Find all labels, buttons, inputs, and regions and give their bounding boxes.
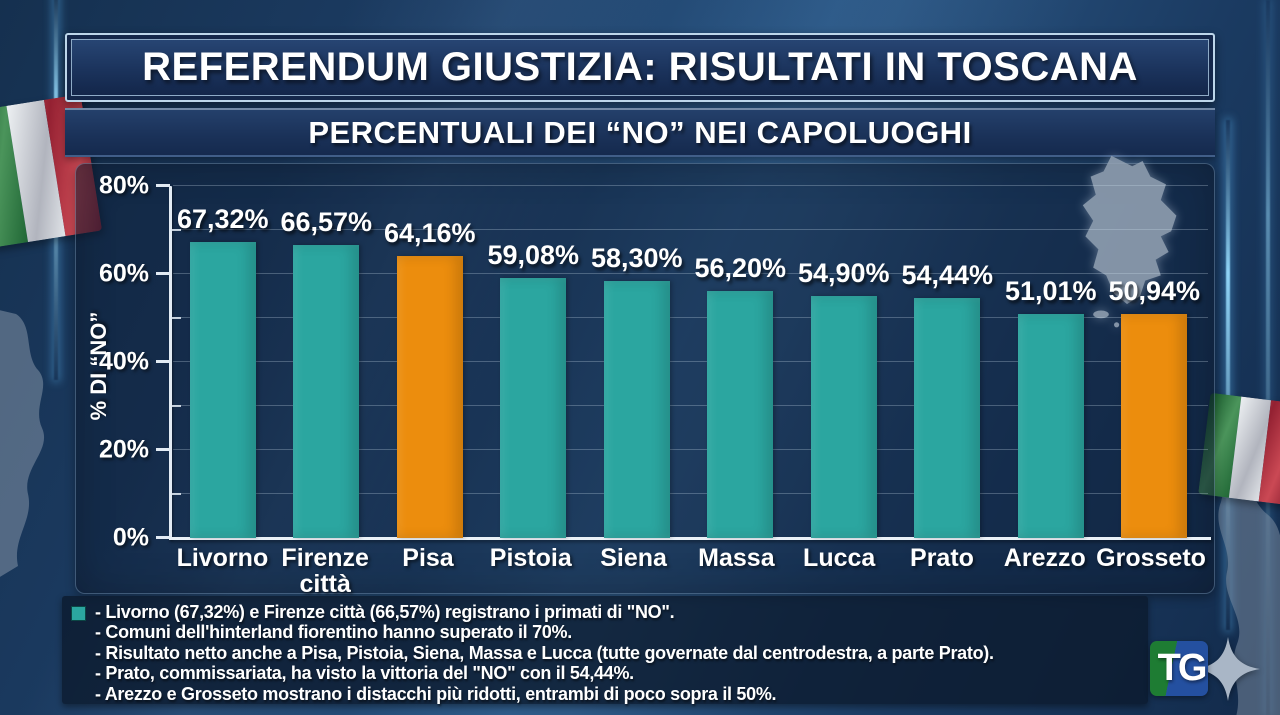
bar-pisa — [396, 255, 463, 538]
chart-panel: % DI “NO” 67,32% 66,57% 64,16% 59,08% 58,30%… — [75, 155, 1215, 597]
gridline — [173, 273, 1208, 274]
tg-logo: TG — [1150, 636, 1266, 704]
bar-value-label-firenze-città: 66,57% — [280, 207, 373, 238]
bars-row: 67,32% 66,57% 64,16% 59,08% 58,30% 56,20% 54,9… — [171, 186, 1206, 538]
x-axis-label-pistoia: Pistoia — [489, 544, 572, 572]
gridline — [173, 493, 1208, 494]
y-axis-major-tick — [156, 184, 170, 187]
bar-value-label-massa: 56,20% — [694, 252, 787, 283]
bar-arezzo — [1017, 313, 1084, 538]
note-line: - Risultato netto anche a Pisa, Pistoia,… — [95, 642, 994, 663]
flag-white-stripe — [1228, 396, 1272, 502]
notes-panel: - Livorno (67,32%) e Firenze città (66,5… — [62, 596, 1148, 704]
y-axis-tick-label: 80% — [98, 171, 149, 200]
y-axis-major-tick — [156, 448, 170, 451]
bar-livorno — [189, 241, 256, 538]
note-line: - Arezzo e Grosseto mostrano i distacchi… — [95, 683, 777, 704]
bar-slot-firenze-città: 66,57% — [275, 186, 379, 538]
y-axis-minor-tick — [172, 405, 181, 407]
coast-map-silhouette — [0, 310, 44, 577]
bar-slot-lucca: 54,90% — [792, 186, 896, 538]
gridline — [173, 449, 1208, 450]
plot-area: % DI “NO” 67,32% 66,57% 64,16% 59,08% 58,30%… — [86, 172, 1211, 552]
title-banner-inner: REFERENDUM GIUSTIZIA: RISULTATI IN TOSCA… — [71, 39, 1209, 96]
bar-pistoia — [500, 278, 567, 538]
title-banner: REFERENDUM GIUSTIZIA: RISULTATI IN TOSCA… — [65, 33, 1215, 102]
y-axis-line — [169, 186, 172, 540]
bar-slot-livorno: 67,32% — [171, 186, 275, 538]
y-axis-minor-tick — [172, 493, 181, 495]
bar-value-label-lucca: 54,90% — [797, 258, 890, 289]
bar-massa — [707, 290, 774, 538]
y-axis-major-tick — [156, 360, 170, 363]
y-axis-minor-tick — [172, 317, 181, 319]
bar-slot-pisa: 64,16% — [378, 186, 482, 538]
glow-line-edge — [1266, 0, 1270, 715]
bar-siena — [603, 281, 670, 538]
bar-slot-massa: 56,20% — [689, 186, 793, 538]
flag-green-stripe — [0, 105, 29, 248]
x-axis-label-livorno: Livorno — [176, 544, 269, 572]
bar-value-label-siena: 58,30% — [590, 243, 683, 274]
notes-lines: - Livorno (67,32%) e Firenze città (66,5… — [95, 602, 1138, 704]
bar-lucca — [810, 296, 877, 538]
x-axis-label-grosseto: Grosseto — [1096, 544, 1206, 572]
x-axis-line — [169, 537, 1211, 540]
bar-value-label-arezzo: 51,01% — [1004, 275, 1097, 306]
gridline — [173, 229, 1208, 230]
xaxis-labels-row: Livorno Firenze città Pisa Pistoia Siena Mass… — [171, 545, 1206, 598]
gridline — [173, 317, 1208, 318]
bar-slot-pistoia: 59,08% — [482, 186, 586, 538]
tg-logo-text: TG — [1157, 647, 1208, 689]
bar-value-label-pistoia: 59,08% — [487, 240, 580, 271]
page-title: REFERENDUM GIUSTIZIA: RISULTATI IN TOSCA… — [142, 45, 1138, 89]
note-line: - Prato, commissariata, ha visto la vitt… — [95, 663, 634, 684]
bar-slot-prato: 54,44% — [896, 186, 1000, 538]
bar-slot-siena: 58,30% — [585, 186, 689, 538]
y-axis-tick-label: 60% — [98, 259, 149, 288]
chart-subtitle: PERCENTUALI DEI “NO” NEI CAPOLUOGHI — [308, 114, 972, 150]
bar-value-label-livorno: 67,32% — [176, 203, 269, 234]
x-axis-label-firenze-città: Firenze città — [281, 544, 369, 599]
bar-firenze-città — [293, 245, 360, 538]
bar-prato — [914, 298, 981, 538]
y-axis-major-tick — [156, 272, 170, 275]
bar-value-label-prato: 54,44% — [901, 260, 994, 291]
x-axis-label-siena: Siena — [600, 544, 667, 572]
gridline — [173, 405, 1208, 406]
note-line: - Comuni dell'hinterland fiorentino hann… — [95, 622, 572, 643]
gridline — [173, 361, 1208, 362]
glow-line-right — [1226, 120, 1230, 630]
y-axis-tick-label: 40% — [98, 347, 149, 376]
bar-grosseto — [1121, 313, 1188, 538]
tg-logo-square: TG — [1150, 641, 1208, 696]
bar-value-label-pisa: 64,16% — [383, 217, 476, 248]
y-axis-tick-label: 20% — [98, 435, 149, 464]
tuscany-map-silhouette — [1082, 155, 1177, 328]
y-axis-major-tick — [156, 536, 170, 539]
subtitle-banner: PERCENTUALI DEI “NO” NEI CAPOLUOGHI — [65, 108, 1215, 157]
x-axis-label-lucca: Lucca — [803, 544, 876, 572]
x-axis-label-pisa: Pisa — [402, 544, 454, 572]
gridline — [173, 185, 1208, 186]
notes-bullet-square — [71, 606, 86, 621]
flag-red-stripe — [1259, 400, 1280, 506]
bar-value-label-grosseto: 50,94% — [1108, 275, 1201, 306]
x-axis-label-arezzo: Arezzo — [1003, 544, 1086, 572]
bar-slot-arezzo: 51,01% — [999, 186, 1103, 538]
x-axis-label-prato: Prato — [910, 544, 974, 572]
bar-slot-grosseto: 50,94% — [1103, 186, 1207, 538]
x-axis-label-massa: Massa — [698, 544, 775, 572]
y-axis-minor-tick — [172, 229, 181, 231]
flag-white-stripe — [6, 99, 66, 243]
y-axis-tick-label: 0% — [112, 523, 149, 552]
sparkle-icon — [1196, 637, 1260, 701]
note-line: - Livorno (67,32%) e Firenze città (66,5… — [95, 602, 675, 622]
